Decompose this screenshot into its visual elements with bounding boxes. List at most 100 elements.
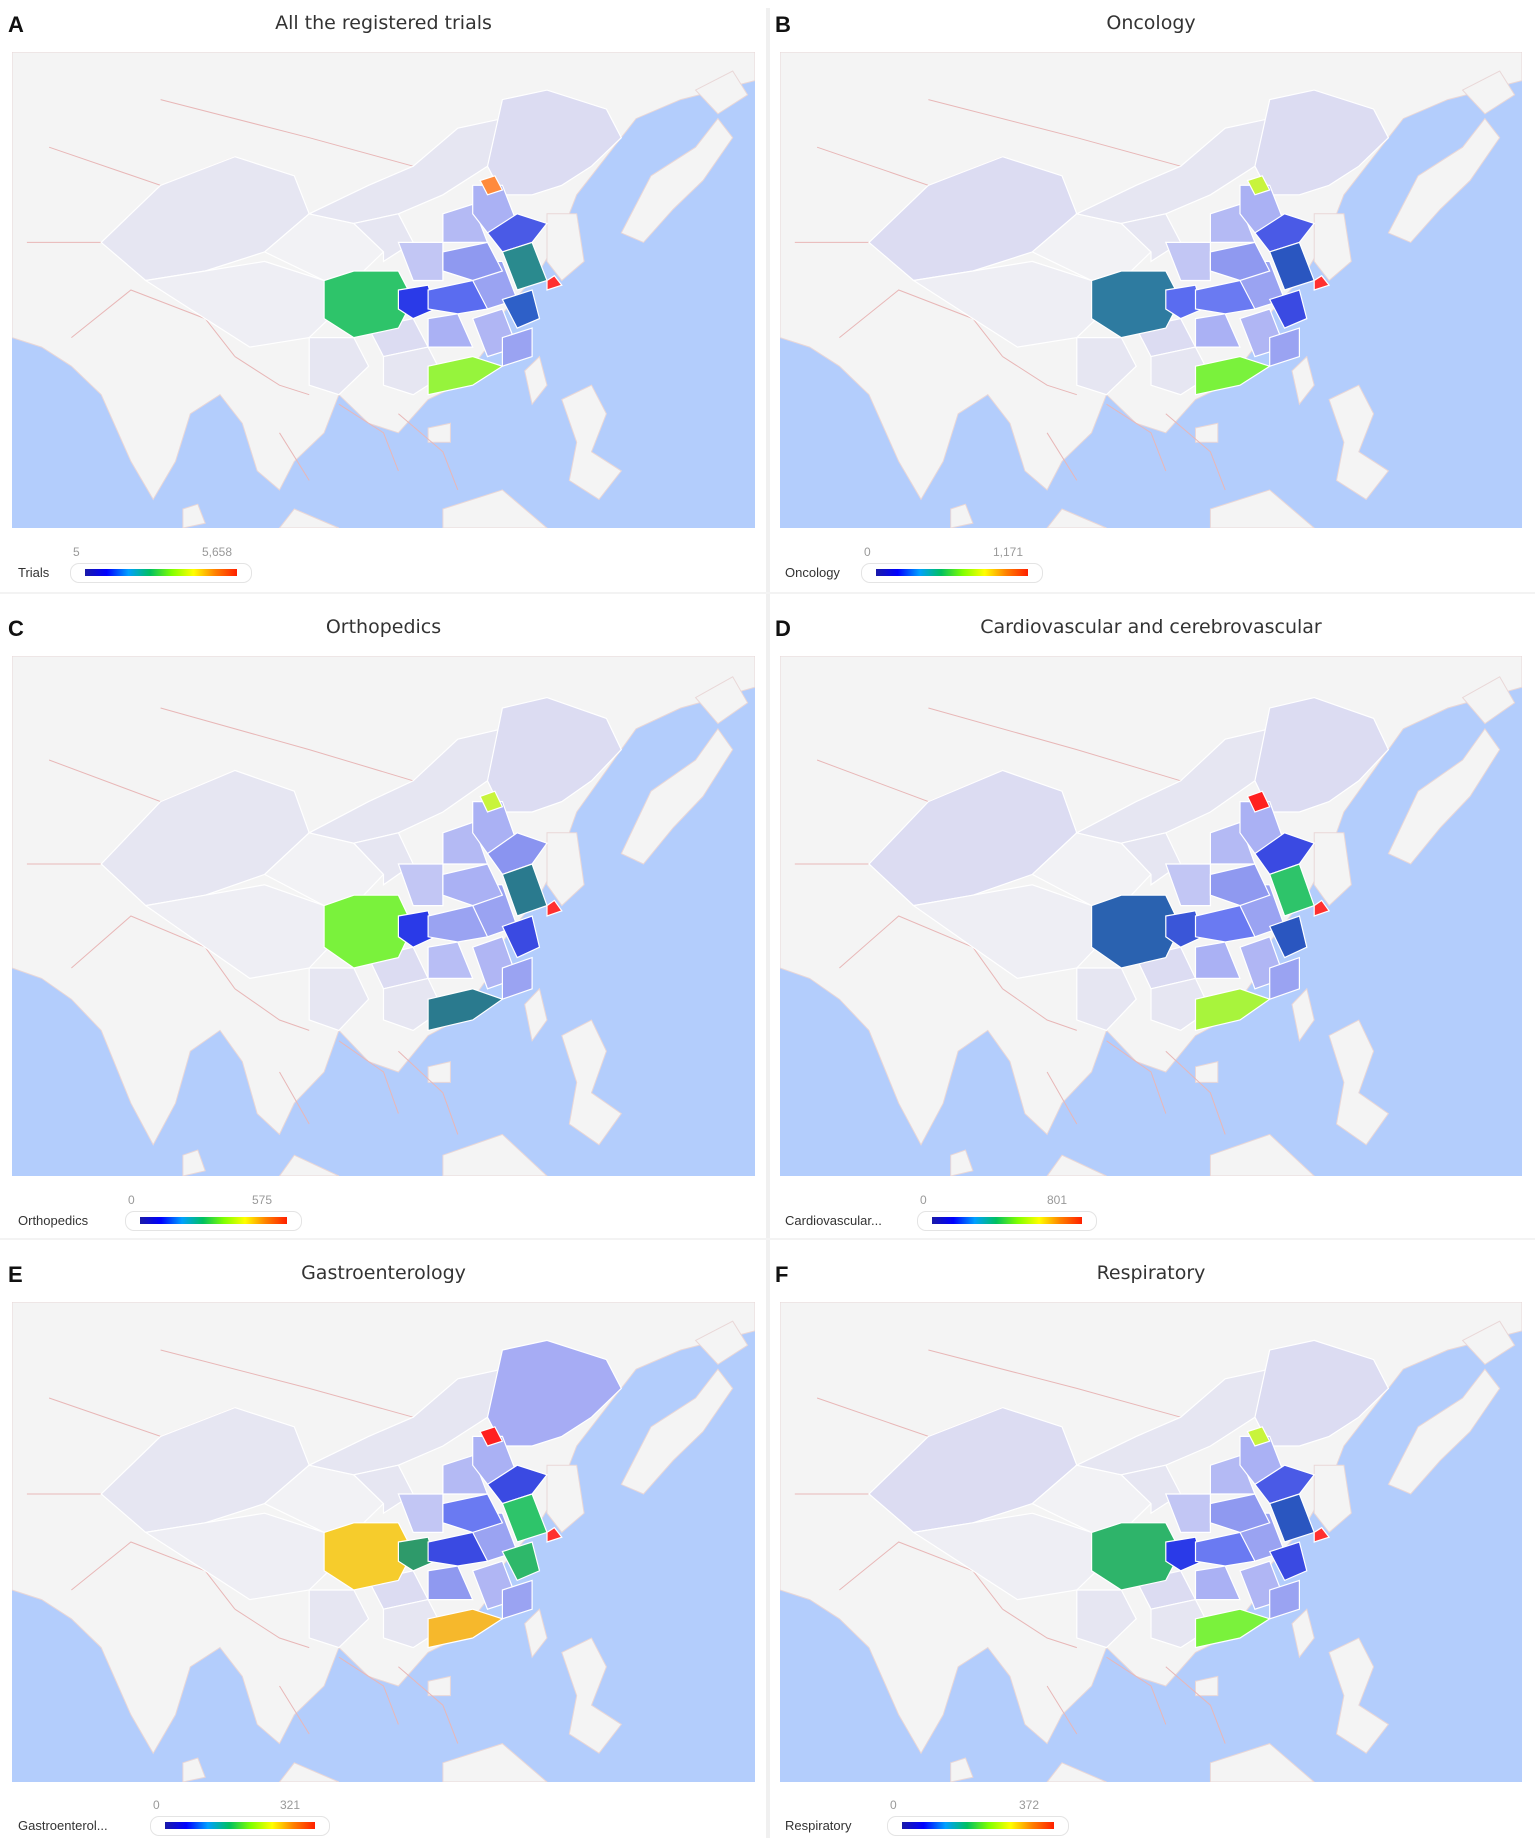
- land-japan1: [620, 1368, 734, 1495]
- legend-max-value: 372: [1019, 1798, 1040, 1812]
- province-hubei: [1194, 279, 1256, 315]
- legend-min-value: 0: [920, 1193, 927, 1207]
- province-northeast: [1254, 1339, 1390, 1447]
- province-northeast: [486, 89, 623, 196]
- legend-color-scale[interactable]: [917, 1211, 1097, 1231]
- land-hainan: [1195, 1675, 1219, 1697]
- province-hunan: [427, 313, 474, 348]
- land-philippines: [561, 1637, 623, 1754]
- province-zhejiang: [501, 289, 541, 329]
- column-divider: [766, 8, 770, 1838]
- province-henan: [1209, 863, 1271, 907]
- country-border: [839, 289, 1003, 357]
- province-shanghai: [546, 1526, 563, 1543]
- country-border: [160, 1349, 414, 1418]
- province-guangdong: [427, 355, 504, 396]
- panel-title: Cardiovascular and cerebrovascular: [980, 616, 1322, 638]
- province-fujian: [501, 1579, 533, 1620]
- province-guangdong: [1194, 1608, 1272, 1649]
- legend-gradient: [902, 1822, 1054, 1829]
- country-border: [279, 432, 310, 481]
- province-northeast: [486, 696, 623, 813]
- land-hainan: [427, 422, 451, 443]
- province-henan: [1209, 1493, 1271, 1534]
- province-beijing: [1246, 175, 1271, 196]
- province-hubei: [427, 1531, 489, 1567]
- province-gansu: [352, 832, 414, 886]
- legend-max-value: 321: [280, 1798, 301, 1812]
- choropleth-map: [780, 656, 1522, 1176]
- land-borneo: [442, 489, 548, 528]
- land-sumatra: [1046, 508, 1107, 528]
- map-view[interactable]: [12, 52, 755, 528]
- legend-min-value: 0: [128, 1193, 135, 1207]
- map-view[interactable]: [780, 1302, 1522, 1782]
- legend-color-scale[interactable]: [70, 563, 252, 583]
- land-japan1: [620, 117, 734, 244]
- province-beijing: [479, 790, 504, 813]
- panel-title: Oncology: [1106, 12, 1196, 34]
- province-shaanxi: [1164, 1493, 1211, 1533]
- land-taiwan: [524, 987, 548, 1043]
- province-chongqing: [1165, 910, 1204, 948]
- country-border: [160, 99, 414, 167]
- map-view[interactable]: [780, 52, 1522, 528]
- country-border: [398, 1666, 459, 1744]
- province-fujian: [1269, 327, 1300, 368]
- country-border: [1165, 413, 1226, 491]
- province-hunan: [1194, 1565, 1241, 1601]
- legend-max-value: 1,171: [993, 545, 1024, 559]
- province-beijing: [1246, 790, 1271, 813]
- province-hunan: [427, 941, 474, 979]
- country-border: [1165, 1666, 1226, 1744]
- land-sumatra: [1046, 1154, 1107, 1176]
- province-northeast: [1254, 89, 1390, 196]
- land-philippines: [561, 1019, 623, 1146]
- province-northeast: [486, 1339, 623, 1447]
- panel-letter: D: [775, 616, 791, 641]
- map-view[interactable]: [12, 1302, 755, 1782]
- province-beijing: [479, 1426, 504, 1447]
- province-yunnan: [308, 967, 370, 1032]
- legend-max-value: 575: [252, 1193, 273, 1207]
- panel-title: Respiratory: [1096, 1262, 1206, 1284]
- legend-min-value: 0: [890, 1798, 897, 1812]
- legend-color-scale[interactable]: [125, 1211, 302, 1231]
- province-fujian: [1269, 1579, 1300, 1620]
- legend-gradient: [85, 569, 237, 576]
- map-view[interactable]: [780, 656, 1522, 1176]
- province-shandong: [486, 832, 548, 876]
- legend-color-scale[interactable]: [150, 1816, 330, 1836]
- country-border: [1046, 432, 1078, 481]
- province-fujian: [501, 956, 533, 1001]
- legend-label: Gastroenterol...: [18, 1818, 108, 1833]
- country-border: [1165, 1050, 1226, 1135]
- country-border: [234, 356, 310, 396]
- land-japan1: [1387, 727, 1501, 865]
- land-srilanka: [182, 1149, 206, 1176]
- land-japan2: [1461, 1320, 1516, 1366]
- map-view[interactable]: [12, 656, 755, 1176]
- country-border: [71, 1541, 236, 1610]
- country-border: [928, 707, 1181, 782]
- country-border: [1106, 403, 1167, 472]
- legend-color-scale[interactable]: [887, 1816, 1069, 1836]
- land-korea: [1313, 213, 1352, 282]
- country-border: [279, 1071, 310, 1125]
- province-gansu: [1120, 1464, 1182, 1515]
- legend-color-scale[interactable]: [861, 563, 1043, 583]
- land-borneo: [442, 1743, 548, 1782]
- province-guangdong: [427, 1608, 504, 1649]
- land-sumatra: [278, 508, 340, 528]
- land-japan1: [1387, 117, 1501, 244]
- country-border: [338, 1656, 399, 1725]
- country-border: [398, 1050, 459, 1135]
- province-chongqing: [1165, 284, 1204, 320]
- land-hainan: [1195, 1060, 1219, 1083]
- land-sumatra: [278, 1154, 340, 1176]
- country-border: [1002, 1608, 1077, 1649]
- panel-letter: A: [8, 12, 24, 37]
- country-border: [338, 1040, 399, 1114]
- province-zhejiang: [1268, 915, 1308, 959]
- province-hubei: [427, 904, 489, 943]
